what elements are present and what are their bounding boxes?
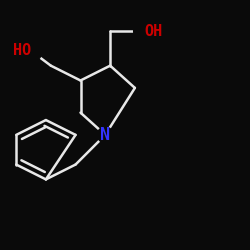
Circle shape bbox=[134, 20, 156, 42]
Text: HO: HO bbox=[13, 43, 31, 58]
Circle shape bbox=[20, 40, 42, 62]
Text: OH: OH bbox=[145, 24, 163, 38]
Circle shape bbox=[97, 127, 113, 143]
Text: N: N bbox=[100, 126, 110, 144]
